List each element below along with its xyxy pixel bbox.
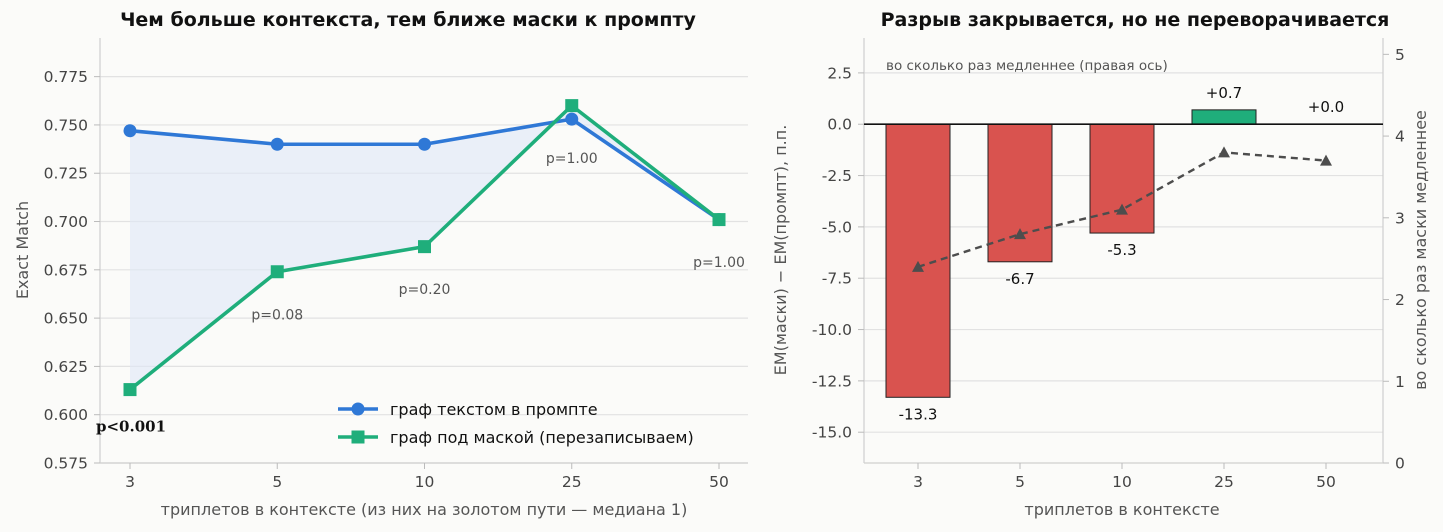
left-y-tick-label: 0.650	[44, 310, 88, 328]
bar-value-label: -13.3	[899, 405, 938, 423]
right-secondary-y-tick-label: 3	[1395, 209, 1405, 227]
left-gap-area	[130, 105, 719, 390]
bar-value-label: -5.3	[1107, 241, 1136, 259]
left-series	[123, 99, 726, 397]
data-point-series-1	[418, 137, 431, 151]
slowdown-point	[1218, 146, 1230, 158]
left-y-tick-label: 0.750	[44, 116, 88, 134]
left-y-tick-label: 0.600	[44, 406, 88, 424]
left-y-ticks: 0.575 0.600 0.625 0.650 0.675 0.700 0.725 0.750…	[44, 68, 100, 473]
pvalue-label: p=1.00	[693, 255, 745, 271]
right-x-ticks: 3 5 10 25 50	[913, 463, 1336, 491]
right-x-tick-label: 3	[913, 473, 923, 491]
left-y-tick-label: 0.775	[44, 68, 88, 86]
left-x-tick-label: 3	[125, 473, 135, 491]
left-y-tick-label: 0.725	[44, 165, 88, 183]
left-x-tick-label: 5	[272, 473, 282, 491]
left-y-tick-label: 0.625	[44, 358, 88, 376]
pvalue-label: p=0.20	[399, 282, 451, 298]
slowdown-point	[1116, 203, 1128, 215]
legend-marker-2	[351, 430, 365, 444]
right-x-tick-label: 5	[1015, 473, 1025, 491]
bar-value-label: +0.7	[1206, 84, 1242, 102]
data-point-series-2	[712, 213, 726, 227]
left-y-tick-label: 0.675	[44, 261, 88, 279]
data-point-series-2	[270, 265, 284, 279]
right-x-axis-label: триплетов в контексте	[1024, 500, 1219, 519]
bar-value-label: +0.0	[1308, 98, 1344, 116]
data-point-series-2	[418, 240, 431, 254]
data-point-series-1	[565, 112, 579, 126]
right-bar-labels: -13.3 -6.7 -5.3 +0.7 +0.0	[899, 84, 1345, 423]
left-y-axis-label: Exact Match	[13, 201, 32, 299]
bar	[885, 123, 951, 398]
legend-label-1: граф текстом в промпте	[390, 400, 598, 419]
right-secondary-y-tick-label: 2	[1395, 291, 1405, 309]
bar-value-label: -6.7	[1005, 270, 1034, 288]
data-point-series-1	[123, 124, 137, 138]
slowdown-point	[1320, 154, 1332, 166]
data-point-series-1	[270, 137, 284, 151]
right-x-tick-label: 25	[1214, 473, 1234, 491]
right-axis-note: во сколько раз медленнее (правая ось)	[886, 58, 1168, 74]
slowdown-line	[917, 151, 1327, 268]
right-x-tick-label: 50	[1316, 473, 1336, 491]
right-bars	[885, 109, 1257, 398]
data-point-series-2	[565, 99, 579, 113]
left-pvalues: p<0.001 p=0.08 p=0.20 p=1.00 p=1.00	[96, 151, 745, 436]
right-y-ticks: 2.5 0.0 -2.5 -5.0 -7.5 -10.0 -12.5 -15.0	[812, 64, 864, 442]
right-secondary-y-tick-label: 5	[1395, 46, 1405, 64]
legend-marker-1	[351, 402, 365, 416]
right-y-tick-label: -15.0	[812, 424, 852, 442]
left-x-ticks: 3 5 10 25 50	[125, 463, 729, 491]
bar	[987, 123, 1053, 263]
left-x-axis-label: триплетов в контексте (из них на золотом…	[161, 500, 688, 519]
right-chart-title: Разрыв закрывается, но не переворачивает…	[881, 9, 1390, 31]
right-secondary-y-axis-label: во сколько раз маски медленнее	[1411, 110, 1430, 390]
right-x-tick-label: 10	[1112, 473, 1132, 491]
slowdown-series	[912, 146, 1332, 272]
right-secondary-y-tick-label: 4	[1395, 128, 1405, 146]
slowdown-point	[1014, 228, 1026, 240]
right-panel: Разрыв закрывается, но не переворачивает…	[771, 9, 1430, 519]
right-y-tick-label: 2.5	[827, 64, 852, 82]
right-secondary-y-ticks: 0 1 2 3 4 5	[1383, 46, 1405, 473]
left-y-tick-label: 0.700	[44, 213, 88, 231]
data-point-series-2	[123, 383, 137, 397]
right-y-tick-label: -2.5	[822, 167, 852, 185]
bar	[1191, 109, 1257, 125]
right-secondary-y-tick-label: 1	[1395, 373, 1405, 391]
right-y-axis-label: EM(маски) − EM(промпт), п.п.	[771, 125, 790, 376]
left-x-tick-label: 10	[415, 473, 435, 491]
left-panel: Чем больше контекста, тем ближе маски к …	[13, 9, 748, 519]
left-x-tick-label: 50	[709, 473, 729, 491]
right-secondary-y-tick-label: 0	[1395, 455, 1405, 473]
slowdown-point	[912, 260, 924, 272]
right-y-tick-label: -10.0	[812, 321, 852, 339]
legend: граф текстом в промпте граф под маской (п…	[338, 400, 694, 447]
right-y-tick-label: 0.0	[827, 116, 852, 134]
bar	[1089, 123, 1155, 234]
left-x-tick-label: 25	[562, 473, 582, 491]
right-y-tick-label: -7.5	[822, 270, 852, 288]
pvalue-label: p=1.00	[546, 151, 598, 167]
pvalue-label: p=0.08	[251, 307, 303, 323]
left-y-tick-label: 0.575	[44, 455, 88, 473]
pvalue-label: p<0.001	[96, 417, 166, 435]
right-y-tick-label: -5.0	[822, 218, 852, 236]
right-y-tick-label: -12.5	[812, 372, 852, 390]
legend-label-2: граф под маской (перезаписываем)	[390, 428, 694, 447]
left-chart-title: Чем больше контекста, тем ближе маски к …	[120, 9, 696, 31]
